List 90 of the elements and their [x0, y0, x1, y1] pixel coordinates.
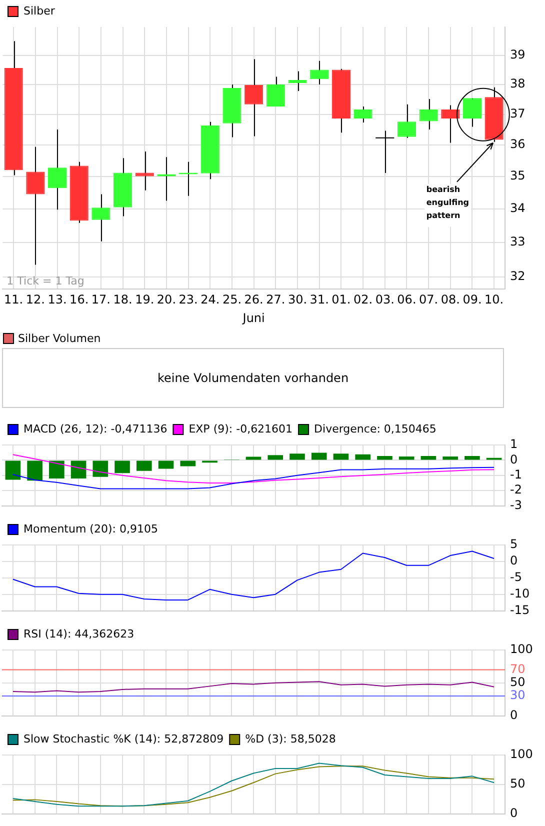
text: keine Volumendaten vorhanden [2, 348, 504, 408]
bar [136, 460, 152, 471]
candlestick [310, 60, 329, 85]
bar [92, 460, 108, 477]
candlestick [48, 129, 67, 210]
x-tick-label: 31. [310, 292, 329, 307]
x-tick-label: 09. [462, 292, 482, 307]
y-tick-label: -3 [510, 498, 522, 512]
bar [158, 460, 174, 469]
candlestick [354, 106, 372, 124]
x-tick-label: 27. [266, 292, 286, 307]
y-tick-label: 35 [510, 168, 526, 183]
x-axis-title: Juni [242, 310, 265, 325]
y-tick-label: -5 [510, 570, 522, 584]
x-tick-label: 18. [113, 292, 132, 307]
x-tick-label: 08. [440, 292, 460, 307]
bar [420, 456, 436, 460]
y-tick-label: 32 [510, 269, 526, 284]
x-tick-label: 30. [288, 292, 308, 307]
legend-label: Divergence: 0,150465 [314, 422, 436, 436]
x-tick-label: 20. [156, 292, 176, 307]
bar [333, 454, 349, 460]
candlestick [288, 70, 307, 92]
x-tick-label: 02. [353, 292, 373, 307]
y-tick-label: 0 [510, 554, 518, 568]
legend-label: RSI (14): 44,362623 [24, 627, 134, 640]
legend-label: EXP (9): -0,621601 [188, 422, 293, 436]
y-tick-label: 50 [510, 675, 526, 690]
candlestick [462, 98, 482, 128]
y-tick-label: -1 [510, 468, 522, 482]
y-tick-label: -2 [510, 482, 522, 497]
legend-label: Momentum (20): 0,9105 [24, 522, 158, 536]
x-tick-label: 12. [26, 292, 45, 307]
y-tick-label: 100 [510, 642, 533, 656]
x-tick-label: 13. [48, 292, 67, 307]
bar [398, 456, 414, 460]
bar [70, 460, 86, 478]
bar [355, 454, 370, 460]
bar [464, 456, 480, 460]
y-tick-label: -10 [510, 586, 530, 600]
y-tick-label: 38 [510, 76, 526, 91]
y-tick-label: 0 [510, 708, 518, 722]
x-tick-label: 26. [244, 292, 264, 307]
x-tick-label: 10. [484, 292, 504, 307]
x-tick-label: 11. [4, 292, 24, 307]
y-tick-label: 39 [510, 47, 526, 62]
candlestick [266, 76, 285, 107]
y-tick-label: 100 [510, 747, 533, 762]
bar [290, 454, 305, 460]
legend-label: Silber [24, 4, 56, 18]
y-tick-label: 34 [510, 201, 526, 216]
bar [311, 452, 327, 460]
y-tick-label: 37 [510, 106, 526, 120]
ref-line-label: 70 [510, 662, 526, 676]
y-tick-label: 33 [510, 234, 526, 249]
legend-label: MACD (26, 12): -0,471136 [24, 422, 168, 436]
bar [377, 456, 392, 460]
x-tick-label: 03. [375, 292, 394, 307]
y-tick-label: 1 [510, 437, 518, 452]
x-tick-label: 19. [135, 292, 154, 307]
legend-label: %D (3): 58,5028 [245, 732, 336, 746]
x-tick-label: 07. [419, 292, 438, 307]
y-tick-label: 5 [510, 537, 518, 552]
candlestick [375, 130, 395, 174]
y-tick-label: 36 [510, 137, 526, 152]
x-tick-label: 17. [91, 292, 110, 307]
bar [114, 460, 130, 474]
candlestick [135, 151, 154, 191]
y-tick-label: -15 [510, 602, 530, 617]
x-tick-label: 06. [397, 292, 416, 307]
text: Silber Volumen [18, 332, 101, 344]
bar [442, 456, 458, 460]
legend-label: Slow Stochastic %K (14): 52,872809 [24, 732, 224, 746]
x-tick-label: 16. [70, 292, 89, 307]
annotation: 1 Tick = 1 Tag [6, 274, 84, 288]
y-tick-label: 0 [510, 806, 518, 820]
bar [246, 456, 262, 460]
x-tick-label: 23. [178, 292, 198, 307]
bar [49, 460, 64, 478]
x-tick-label: 25. [222, 292, 242, 307]
x-tick-label: 01. [332, 292, 351, 307]
bar [27, 460, 42, 481]
bar [5, 460, 21, 480]
ref-line-label: 30 [510, 688, 526, 702]
y-tick-label: 0 [510, 452, 518, 466]
annotation: bearish engulfing pattern [426, 184, 470, 220]
x-tick-label: 24. [200, 292, 220, 307]
y-tick-label: 50 [510, 776, 526, 791]
bar [180, 460, 196, 466]
bar [268, 455, 284, 460]
